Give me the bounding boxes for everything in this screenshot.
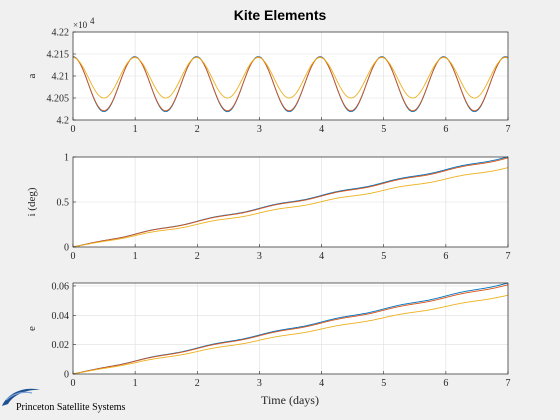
- x-tick-label: 5: [381, 124, 386, 135]
- x-tick-label: 0: [71, 378, 76, 389]
- y-exponent-label: ×10: [73, 20, 88, 30]
- y-tick-label: 4.22: [52, 28, 70, 39]
- axes-inclination: 0 1 2 3 4 5 6 7 0 0.5 1 i (deg): [26, 153, 511, 263]
- x-tick-label: 5: [381, 251, 386, 262]
- y-tick-label: 4.215: [47, 50, 70, 61]
- y-axis-label: a: [26, 73, 38, 78]
- logo-text: Princeton Satellite Systems: [16, 402, 126, 413]
- x-tick-label: 4: [319, 124, 324, 135]
- x-tick-label: 7: [506, 251, 511, 262]
- x-tick-label: 3: [257, 251, 262, 262]
- x-tick-label: 5: [381, 378, 386, 389]
- x-tick-label: 6: [443, 378, 448, 389]
- y-axis-label: i (deg): [26, 187, 38, 216]
- x-tick-label: 0: [71, 124, 76, 135]
- y-tick-label: 0.02: [52, 340, 70, 351]
- x-tick-label: 1: [133, 124, 138, 135]
- y-tick-label: 0.04: [52, 311, 70, 322]
- x-tick-label: 2: [195, 124, 200, 135]
- y-tick-label: 0: [64, 243, 69, 254]
- series-line-3: [72, 294, 509, 375]
- y-tick-label: 4.205: [47, 94, 70, 105]
- y-tick-label: 0: [64, 370, 69, 381]
- x-tick-label: 3: [257, 124, 262, 135]
- y-tick-label: 4.2: [57, 116, 70, 127]
- x-tick-label: 4: [319, 251, 324, 262]
- logo-swoosh-inner-icon: [5, 391, 33, 401]
- axes-frame: [72, 282, 509, 375]
- y-axis-label: e: [26, 326, 38, 331]
- y-exponent-power: 4: [90, 16, 95, 26]
- y-tick-label: 4.21: [52, 72, 70, 83]
- series-line-2: [72, 157, 509, 248]
- figure-title: Kite Elements: [234, 7, 327, 23]
- x-tick-label: 7: [506, 378, 511, 389]
- psslogo: Princeton Satellite Systems: [2, 388, 126, 413]
- x-tick-label: 4: [319, 378, 324, 389]
- y-tick-label: 0.06: [52, 281, 70, 292]
- axes-eccentricity: 0 1 2 3 4 5 6 7 0 0.02 0.04 0.06 e: [26, 281, 511, 389]
- x-axis-label: Time (days): [261, 393, 319, 407]
- x-tick-label: 1: [133, 251, 138, 262]
- series-line-3: [72, 57, 509, 99]
- series-line-2: [72, 56, 509, 112]
- x-tick-label: 1: [133, 378, 138, 389]
- y-tick-label: 0.5: [57, 198, 70, 209]
- series-line-3: [72, 167, 509, 248]
- x-tick-label: 6: [443, 124, 448, 135]
- x-tick-label: 2: [195, 251, 200, 262]
- x-tick-label: 0: [71, 251, 76, 262]
- x-tick-label: 6: [443, 251, 448, 262]
- series-line-2: [72, 284, 509, 375]
- y-tick-label: 1: [64, 153, 69, 164]
- x-tick-label: 3: [257, 378, 262, 389]
- x-tick-label: 2: [195, 378, 200, 389]
- x-tick-label: 7: [506, 124, 511, 135]
